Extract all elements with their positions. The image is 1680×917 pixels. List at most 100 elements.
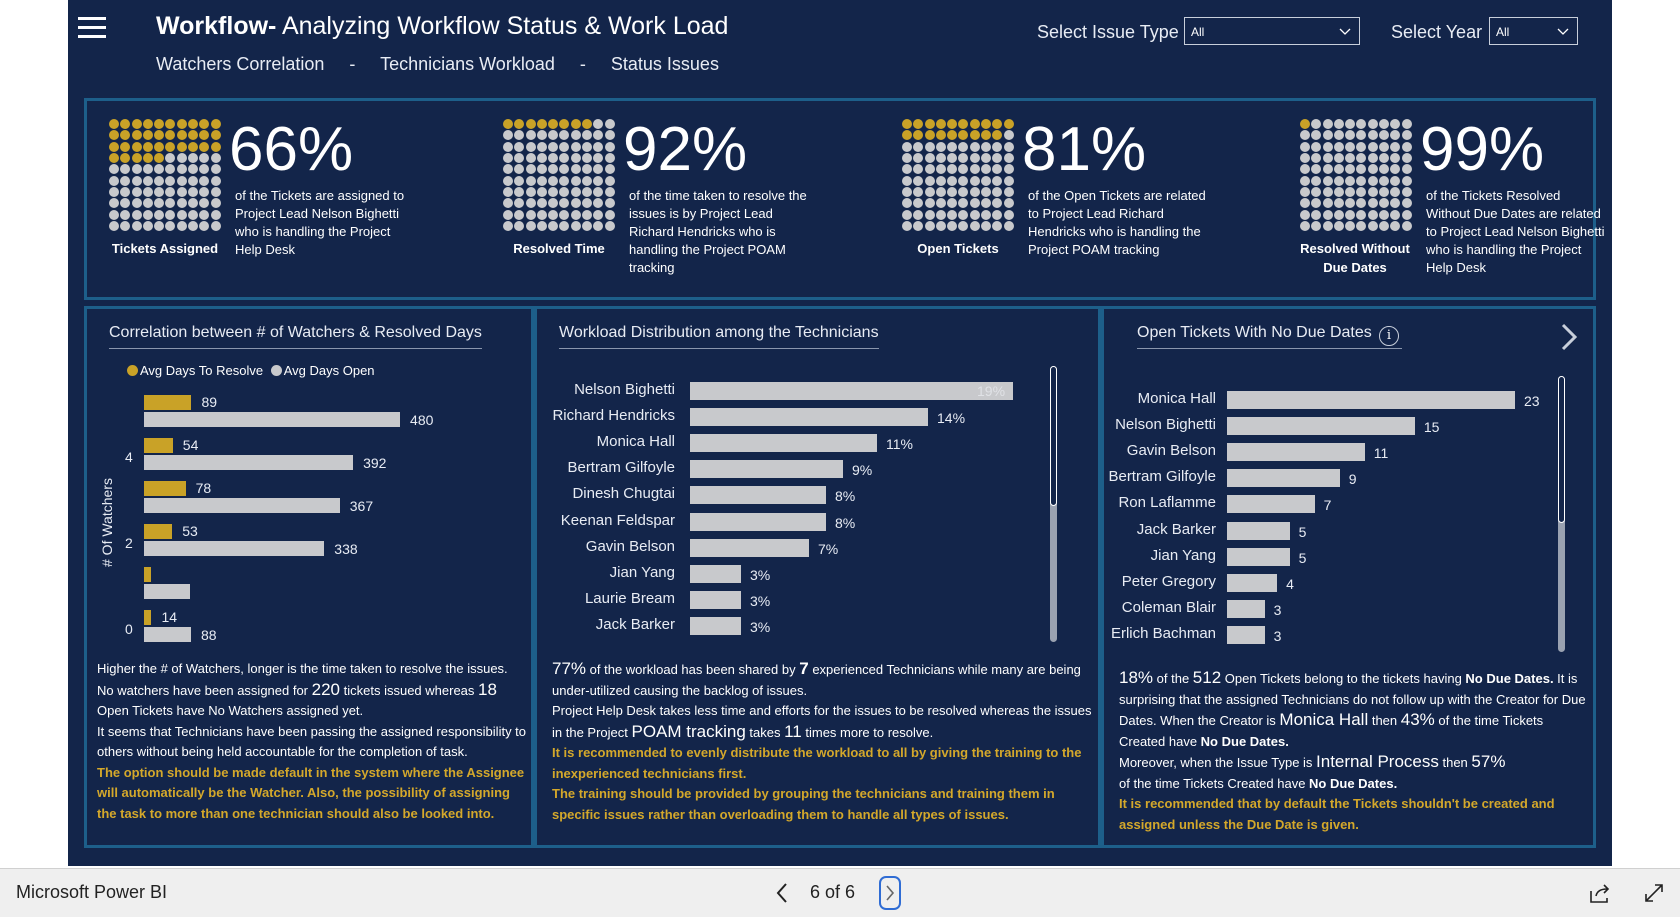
scrollbar-thumb[interactable] [1050, 366, 1057, 506]
waffle-dot [1379, 209, 1390, 220]
chart-scrollbar[interactable] [1558, 376, 1565, 652]
waffle-dot [1333, 130, 1344, 141]
waffle-dot [1003, 186, 1014, 197]
waffle-dot [570, 164, 581, 175]
data-label: 89 [201, 394, 218, 410]
waffle-dot-filled [176, 130, 187, 141]
data-label: 4 [1286, 575, 1294, 592]
waffle-dot [536, 198, 547, 209]
waffle-dot [1390, 220, 1401, 231]
waffle-dot [582, 164, 593, 175]
kpi-description: of the Tickets Resolved Without Due Date… [1426, 188, 1605, 275]
waffle-dot [1300, 141, 1310, 152]
insight-text: 77% of the workload has been shared by 7… [552, 659, 1081, 698]
waffle-dot [120, 198, 131, 209]
waffle-dot [1367, 209, 1378, 220]
waffle-dot [109, 175, 119, 186]
data-label: 11% [886, 436, 913, 453]
waffle-dot [1311, 186, 1322, 197]
waffle-dot [199, 198, 210, 209]
waffle-dot [514, 175, 525, 186]
fullscreen-icon[interactable] [1642, 881, 1666, 905]
waffle-dot [1356, 186, 1367, 197]
waffle-dot [570, 209, 581, 220]
y-axis-label: # Of Watchers [99, 478, 115, 567]
info-icon[interactable]: i [1379, 326, 1399, 346]
waffle-dot-filled [210, 130, 221, 141]
year-dropdown[interactable]: All [1489, 17, 1578, 45]
waffle-dot [902, 209, 912, 220]
waffle-dot [582, 175, 593, 186]
waffle-dot [525, 175, 536, 186]
waffle-dot [981, 175, 992, 186]
waffle-dot-filled [981, 119, 992, 129]
chart-legend: Avg Days To Resolve Avg Days Open [127, 363, 375, 378]
waffle-dot [525, 141, 536, 152]
share-icon[interactable] [1588, 881, 1612, 905]
waffle-dot [176, 175, 187, 186]
waffle-dot [604, 164, 615, 175]
waffle-dot [514, 198, 525, 209]
scrollbar-thumb[interactable] [1558, 376, 1565, 523]
waffle-dot [1322, 220, 1333, 231]
nav-link-status[interactable]: Status Issues [610, 54, 719, 74]
waffle-dot-filled [154, 141, 165, 152]
waffle-dot [947, 220, 958, 231]
data-label: 367 [349, 498, 374, 514]
waffle-dot [969, 141, 980, 152]
chart-scrollbar[interactable] [1050, 366, 1057, 642]
waffle-dot [1356, 141, 1367, 152]
waffle-dot [514, 141, 525, 152]
waffle-dot [1345, 152, 1356, 163]
bar-avg-days-to-resolve [144, 567, 152, 582]
next-page-icon[interactable] [878, 875, 902, 911]
waffle-dot [1401, 220, 1412, 231]
data-label: 480 [410, 412, 434, 428]
waffle-dot-filled [188, 119, 199, 129]
chevron-right-icon[interactable] [1560, 322, 1578, 352]
nav-link-technicians[interactable]: Technicians Workload [380, 54, 555, 74]
category-label: Jack Barker [1136, 520, 1216, 538]
waffle-dot [1311, 175, 1322, 186]
chevron-down-icon [1339, 28, 1351, 35]
waffle-dot [1333, 220, 1344, 231]
waffle-dot [503, 209, 513, 220]
waffle-dot [902, 141, 912, 152]
waffle-dot [1311, 164, 1322, 175]
waffle-dot [1367, 186, 1378, 197]
waffle-dot [548, 130, 559, 141]
bar-avg-days-to-resolve [144, 610, 152, 625]
nav-link-watchers[interactable]: Watchers Correlation [156, 54, 325, 74]
waffle-dot-filled [120, 152, 131, 163]
waffle-dot [210, 152, 221, 163]
insight-text: No watchers have been assigned for 220 t… [97, 679, 497, 699]
bar [690, 590, 741, 609]
waffle-dot [536, 152, 547, 163]
issue-type-dropdown[interactable]: All [1184, 17, 1360, 45]
data-label: 11 [1373, 445, 1389, 462]
legend-label: Avg Days Open [283, 363, 375, 378]
bar-avg-days-open [144, 412, 401, 427]
menu-icon[interactable] [78, 17, 106, 39]
page-title: Workflow- Analyzing Workflow Status & Wo… [156, 12, 729, 40]
waffle-dot [1333, 186, 1344, 197]
waffle-dot [935, 175, 946, 186]
waffle-dot [593, 186, 604, 197]
waffle-dot [593, 175, 604, 186]
waffle-dot [947, 198, 958, 209]
waffle-dot [913, 152, 924, 163]
waffle-dot [969, 175, 980, 186]
waffle-dot [981, 209, 992, 220]
waffle-dot [503, 186, 513, 197]
waffle-dot [570, 186, 581, 197]
waffle-dot [1390, 164, 1401, 175]
bar [690, 616, 741, 635]
waffle-dot [992, 186, 1003, 197]
previous-page-icon[interactable] [770, 875, 794, 911]
waffle-dot [514, 164, 525, 175]
waffle-dot [570, 175, 581, 186]
waffle-dot [1356, 198, 1367, 209]
waffle-chart [503, 119, 615, 231]
waffle-dot [188, 164, 199, 175]
waffle-dot [958, 164, 969, 175]
